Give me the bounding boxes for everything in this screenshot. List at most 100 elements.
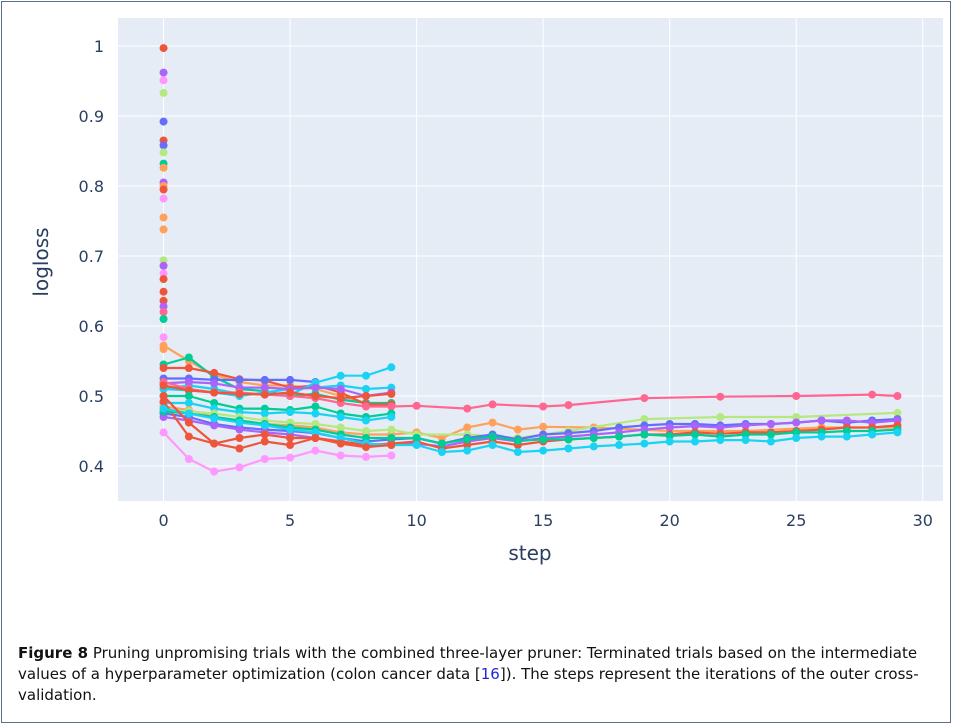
trial-point bbox=[286, 453, 295, 462]
trial-point bbox=[792, 418, 801, 427]
trial-point bbox=[159, 194, 168, 203]
trial-point bbox=[286, 434, 295, 442]
trial-series bbox=[159, 315, 168, 323]
trial-point bbox=[210, 467, 219, 476]
trial-point bbox=[716, 423, 725, 432]
trial-point bbox=[539, 435, 548, 444]
trial-point bbox=[159, 364, 168, 372]
trial-point bbox=[235, 434, 244, 442]
trial-series bbox=[159, 194, 168, 203]
trial-point bbox=[336, 451, 345, 460]
y-tick-label: 0.4 bbox=[79, 457, 104, 476]
trial-point bbox=[336, 371, 345, 380]
trial-line bbox=[163, 380, 898, 410]
trial-point bbox=[210, 421, 219, 430]
trial-point bbox=[184, 409, 193, 418]
trial-point bbox=[792, 392, 801, 400]
trial-point bbox=[235, 418, 244, 427]
trial-point bbox=[539, 446, 548, 455]
trial-point bbox=[159, 392, 168, 400]
x-tick-label: 30 bbox=[913, 511, 933, 530]
trial-point bbox=[210, 379, 219, 388]
trial-point bbox=[387, 451, 396, 460]
trial-point bbox=[210, 399, 219, 407]
y-axis-title: logloss bbox=[29, 227, 53, 296]
trial-point bbox=[488, 400, 497, 409]
trial-point bbox=[893, 428, 902, 437]
trial-point bbox=[159, 163, 168, 172]
trial-point bbox=[336, 439, 345, 448]
trial-series bbox=[159, 185, 168, 194]
trial-point bbox=[640, 430, 649, 439]
figure-number: Figure 8 bbox=[18, 644, 89, 662]
trial-point bbox=[362, 452, 371, 461]
trial-point bbox=[463, 423, 472, 432]
x-tick-label: 15 bbox=[533, 511, 553, 530]
trial-point bbox=[564, 444, 573, 453]
trial-point bbox=[260, 455, 269, 463]
trial-point bbox=[893, 408, 902, 417]
trial-line bbox=[163, 394, 392, 419]
trial-point bbox=[260, 437, 269, 446]
trial-point bbox=[463, 446, 472, 455]
trial-point bbox=[741, 430, 750, 439]
trial-point bbox=[513, 436, 522, 445]
trial-point bbox=[159, 44, 168, 53]
trial-point bbox=[387, 441, 396, 449]
trial-point bbox=[842, 432, 851, 441]
trial-line bbox=[162, 431, 392, 473]
trial-point bbox=[159, 333, 168, 342]
trial-point bbox=[184, 386, 193, 395]
trial-point bbox=[159, 256, 168, 265]
trial-point bbox=[539, 402, 548, 411]
trial-point bbox=[362, 402, 371, 411]
x-tick-label: 0 bbox=[158, 511, 168, 530]
trial-point bbox=[311, 402, 320, 411]
trial-point bbox=[311, 428, 320, 437]
trial-series bbox=[159, 117, 168, 126]
trial-series bbox=[159, 68, 168, 77]
trial-point bbox=[589, 434, 598, 442]
trial-point bbox=[311, 446, 320, 455]
trial-point bbox=[159, 296, 168, 305]
trial-series bbox=[159, 333, 168, 342]
trial-series bbox=[159, 296, 168, 305]
trial-point bbox=[437, 434, 446, 442]
trial-line bbox=[162, 400, 898, 450]
trial-point bbox=[311, 409, 320, 418]
y-tick-label: 0.6 bbox=[79, 317, 104, 336]
trial-series bbox=[159, 308, 168, 316]
trial-point bbox=[210, 388, 219, 397]
trial-point bbox=[210, 368, 219, 377]
trial-point bbox=[184, 418, 193, 427]
trial-line bbox=[162, 395, 392, 450]
trial-point bbox=[159, 413, 168, 421]
trial-point bbox=[640, 394, 649, 403]
trial-series bbox=[159, 76, 168, 85]
trial-point bbox=[184, 378, 193, 386]
trial-line bbox=[163, 384, 392, 400]
trial-point bbox=[184, 392, 193, 400]
trial-point bbox=[362, 385, 371, 393]
trial-series bbox=[159, 381, 396, 403]
x-tick-label: 20 bbox=[660, 511, 680, 530]
trial-point bbox=[362, 392, 371, 400]
trial-point bbox=[311, 383, 320, 392]
trial-series bbox=[159, 428, 396, 476]
trial-point bbox=[412, 441, 421, 449]
y-tick-label: 1 bbox=[94, 37, 104, 56]
trial-point bbox=[437, 439, 446, 448]
trial-point bbox=[311, 420, 320, 428]
trial-point bbox=[159, 269, 168, 278]
trial-point bbox=[362, 427, 371, 435]
trial-point bbox=[159, 287, 168, 296]
trial-series bbox=[159, 378, 396, 400]
citation-link[interactable]: 16 bbox=[480, 665, 500, 683]
trial-point bbox=[539, 422, 548, 431]
trial-series bbox=[159, 287, 168, 296]
trial-point bbox=[817, 432, 826, 441]
trial-point bbox=[792, 413, 801, 421]
trial-point bbox=[159, 315, 168, 323]
trial-point bbox=[463, 435, 472, 444]
trial-line bbox=[163, 366, 392, 406]
